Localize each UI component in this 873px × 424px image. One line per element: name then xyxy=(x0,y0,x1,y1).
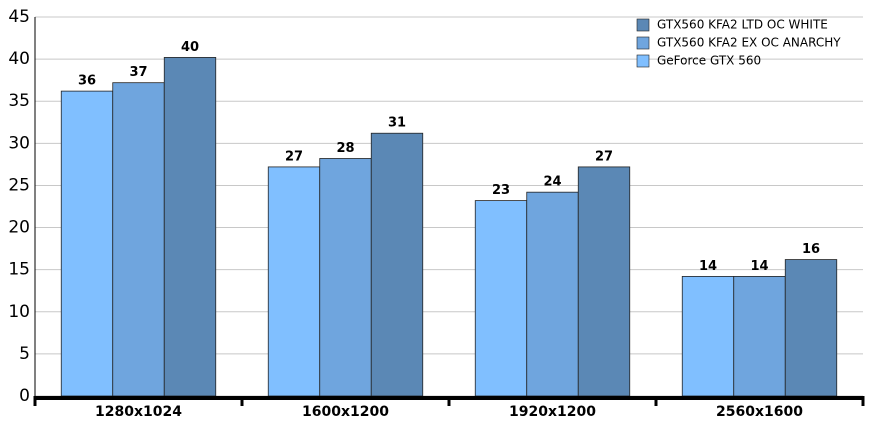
y-tick-label: 35 xyxy=(8,91,30,111)
y-tick-label: 5 xyxy=(19,344,30,364)
bar xyxy=(163,57,217,397)
y-tick-label: 45 xyxy=(8,7,30,27)
data-label: 14 xyxy=(699,259,717,274)
y-tick-label: 10 xyxy=(8,302,30,322)
x-tick-label: 2560x1600 xyxy=(716,404,803,420)
bar xyxy=(526,191,579,397)
y-tick-label: 40 xyxy=(8,49,30,69)
bar xyxy=(577,166,631,397)
legend-swatch xyxy=(636,36,650,50)
y-tick-label: 30 xyxy=(8,133,30,153)
bar xyxy=(784,259,838,397)
data-label: 27 xyxy=(285,149,303,164)
data-label: 23 xyxy=(492,183,510,198)
y-tick-label: 15 xyxy=(8,260,30,280)
x-tick-label: 1600x1200 xyxy=(302,404,389,420)
data-label: 40 xyxy=(181,40,199,55)
y-tick-label: 0 xyxy=(19,386,30,406)
bar xyxy=(681,276,735,397)
bar xyxy=(112,82,165,397)
data-label: 31 xyxy=(388,116,406,131)
y-tick-label: 25 xyxy=(8,175,30,195)
legend-swatch xyxy=(636,54,650,68)
data-label: 16 xyxy=(802,242,820,257)
data-label: 36 xyxy=(78,74,96,89)
data-label: 37 xyxy=(129,65,147,80)
bar xyxy=(267,166,321,397)
data-label: 24 xyxy=(543,175,561,190)
legend-label: GTX560 KFA2 EX OC ANARCHY xyxy=(657,36,841,50)
y-tick-label: 20 xyxy=(8,218,30,238)
bar xyxy=(319,158,372,397)
bar xyxy=(733,276,786,397)
bar xyxy=(370,132,424,397)
x-tick-label: 1920x1200 xyxy=(509,404,596,420)
bar xyxy=(474,200,528,397)
legend-label: GeForce GTX 560 xyxy=(657,54,761,68)
x-tick-label: 1280x1024 xyxy=(95,404,182,420)
data-label: 28 xyxy=(336,141,354,156)
legend-swatch xyxy=(636,18,650,32)
data-label: 14 xyxy=(750,259,768,274)
data-label: 27 xyxy=(595,149,613,164)
bar xyxy=(60,90,114,397)
legend-label: GTX560 KFA2 LTD OC WHITE xyxy=(657,18,828,32)
